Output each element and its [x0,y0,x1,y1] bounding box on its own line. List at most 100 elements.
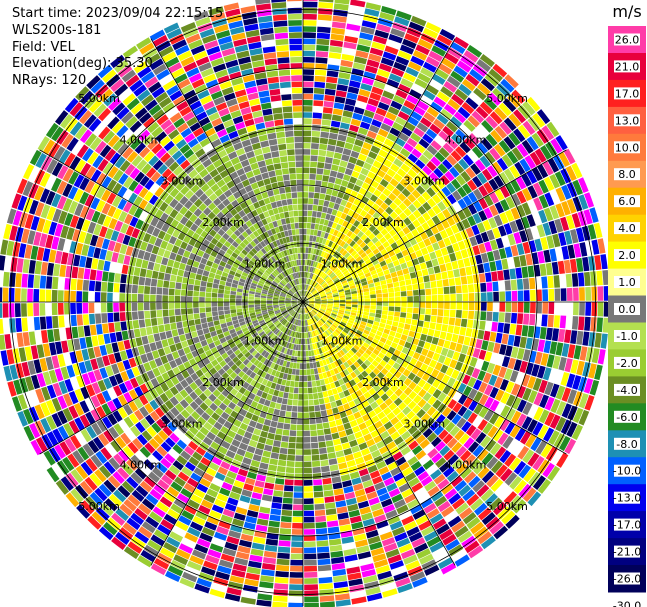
ppi-gate [221,341,229,348]
ppi-gate [250,357,257,364]
ppi-gate [211,297,218,302]
ppi-gate [330,348,337,355]
ppi-gate [486,229,495,241]
ppi-gate [499,487,513,501]
ppi-gate [418,138,430,149]
ppi-gate [483,194,494,207]
ppi-gate [405,318,412,325]
ppi-gate [394,206,403,216]
ppi-gate [220,461,231,470]
ppi-gate [236,329,243,336]
ppi-gate [369,379,377,388]
ppi-gate [431,308,438,316]
ppi-gate [382,297,389,302]
ppi-gate [90,408,101,422]
ppi-gate [445,262,453,271]
ppi-gate [213,278,220,285]
ppi-gate [478,406,489,418]
ppi-gate [108,218,118,230]
ppi-gate [268,332,275,339]
ppi-gate [248,271,255,277]
ppi-gate [288,436,296,443]
ppi-gate [288,336,292,343]
ppi-gate [375,74,388,84]
ppi-gate [113,423,125,436]
ppi-gate [423,443,435,454]
ppi-gate [143,302,150,311]
ppi-gate [134,508,148,521]
ppi-gate [120,432,132,445]
ppi-gate [311,331,315,337]
ppi-gate [267,296,273,299]
ppi-gate [389,178,399,187]
ppi-gate [305,344,309,351]
ppi-gate [113,302,119,312]
ppi-gate [291,303,298,307]
ppi-gate [231,316,238,321]
ppi-gate [0,303,3,318]
ppi-gate [255,345,262,352]
ppi-gate [226,415,236,424]
ppi-gate [355,341,363,348]
ppi-gate [326,76,338,84]
ppi-gate [119,312,126,322]
ppi-gate [152,325,159,334]
ppi-gate [448,278,455,286]
ppi-gate [299,363,303,369]
ppi-gate [227,325,235,331]
ppi-gate [203,421,213,431]
ppi-gate [443,103,457,116]
ppi-gate [381,211,390,220]
ppi-gate [207,549,222,559]
ppi-gate [389,330,396,337]
ppi-gate [250,379,257,387]
ppi-gate [296,313,300,319]
ppi-gate [195,446,206,456]
ppi-gate [182,419,192,430]
ppi-gate [388,73,402,83]
ppi-gate [346,459,356,468]
ppi-gate [407,61,422,72]
ppi-gate [540,353,549,366]
ppi-gate [213,339,221,347]
ppi-gate [188,456,200,467]
ppi-gate [205,247,213,255]
ppi-gate [305,247,309,254]
ppi-gate [237,315,244,320]
ppi-gate [39,289,46,302]
ppi-gate [422,133,434,144]
ppi-gate [298,307,301,313]
ppi-gate [250,400,258,409]
ppi-gate [578,316,585,331]
ppi-gate [238,363,246,370]
ppi-gate [558,356,567,371]
ppi-gate [478,243,487,254]
ppi-gate [566,421,578,438]
ppi-gate [186,302,193,309]
ppi-gate [148,471,160,483]
ppi-gate [46,159,58,174]
ppi-gate [349,419,358,428]
ppi-gate [412,577,428,588]
ppi-gate [383,421,393,430]
ppi-gate [392,94,406,105]
ppi-gate [380,582,396,592]
ppi-gate [397,583,413,594]
ppi-gate [303,443,311,449]
ppi-gate [93,247,101,259]
ppi-gate [429,541,444,553]
ppi-gate [547,275,554,289]
ppi-gate [196,249,205,257]
ppi-gate [402,268,410,275]
ppi-gate [406,232,414,241]
ppi-gate [521,374,531,387]
ppi-gate [176,413,186,424]
ppi-gate [208,393,217,402]
ppi-gate [345,245,352,252]
ppi-gate [122,234,131,246]
ppi-gate [217,466,228,476]
ppi-gate [329,283,336,288]
ppi-gate [552,355,561,370]
ppi-gate [363,453,373,462]
ppi-gate [400,262,408,270]
